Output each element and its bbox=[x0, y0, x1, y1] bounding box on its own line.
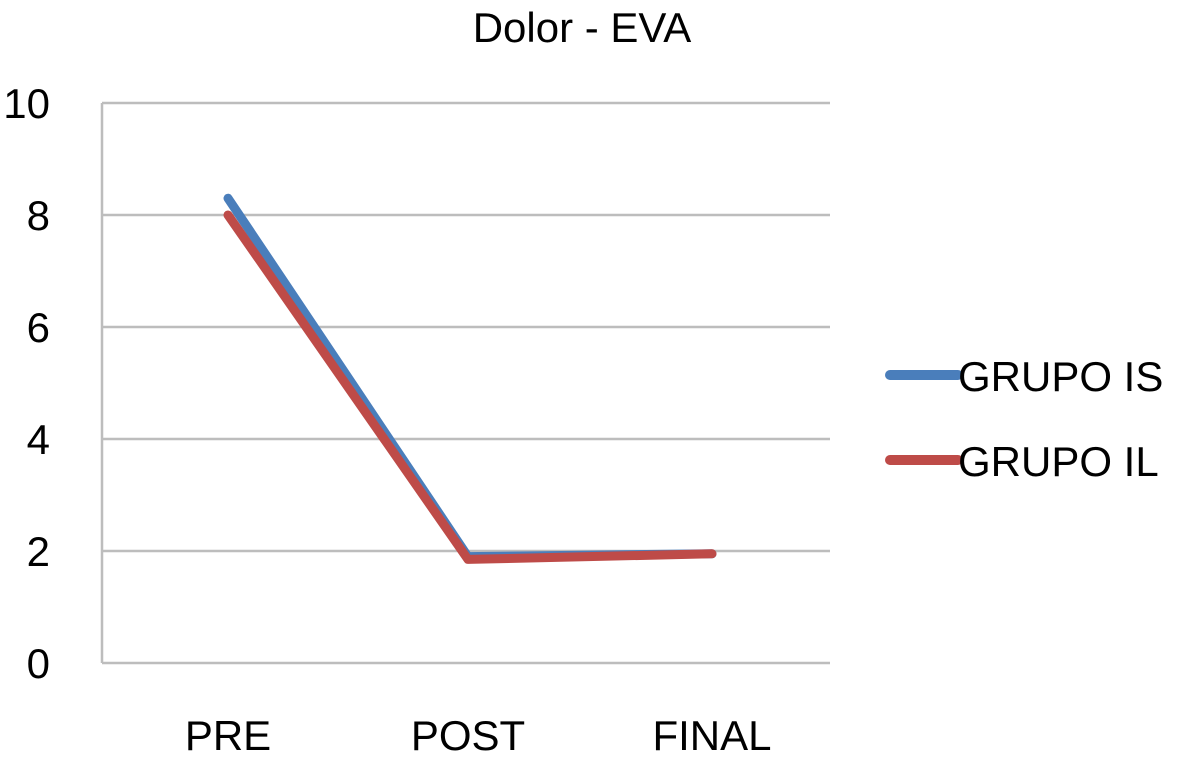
y-tick-label: 0 bbox=[27, 640, 50, 687]
x-axis-ticks: PRE POST FINAL bbox=[185, 712, 772, 759]
y-tick-label: 6 bbox=[27, 304, 50, 351]
y-tick-label: 2 bbox=[27, 528, 50, 575]
series-lines bbox=[223, 193, 717, 564]
legend-label-grupo-is: GRUPO IS bbox=[958, 353, 1163, 400]
y-tick-label: 10 bbox=[3, 80, 50, 127]
axes bbox=[100, 103, 830, 665]
legend: GRUPO IS GRUPO IL bbox=[885, 353, 1163, 485]
x-tick-label: POST bbox=[411, 712, 525, 759]
series-line-grupo-is bbox=[223, 193, 717, 562]
legend-label-grupo-il: GRUPO IL bbox=[958, 438, 1159, 485]
series-line-grupo-il bbox=[223, 210, 717, 564]
y-tick-label: 8 bbox=[27, 192, 50, 239]
x-tick-label: FINAL bbox=[652, 712, 771, 759]
y-axis-ticks: 0 2 4 6 8 10 bbox=[3, 80, 50, 687]
x-tick-label: PRE bbox=[185, 712, 271, 759]
gridlines bbox=[102, 101, 830, 553]
chart-title: Dolor - EVA bbox=[473, 4, 692, 51]
y-tick-label: 4 bbox=[27, 416, 50, 463]
